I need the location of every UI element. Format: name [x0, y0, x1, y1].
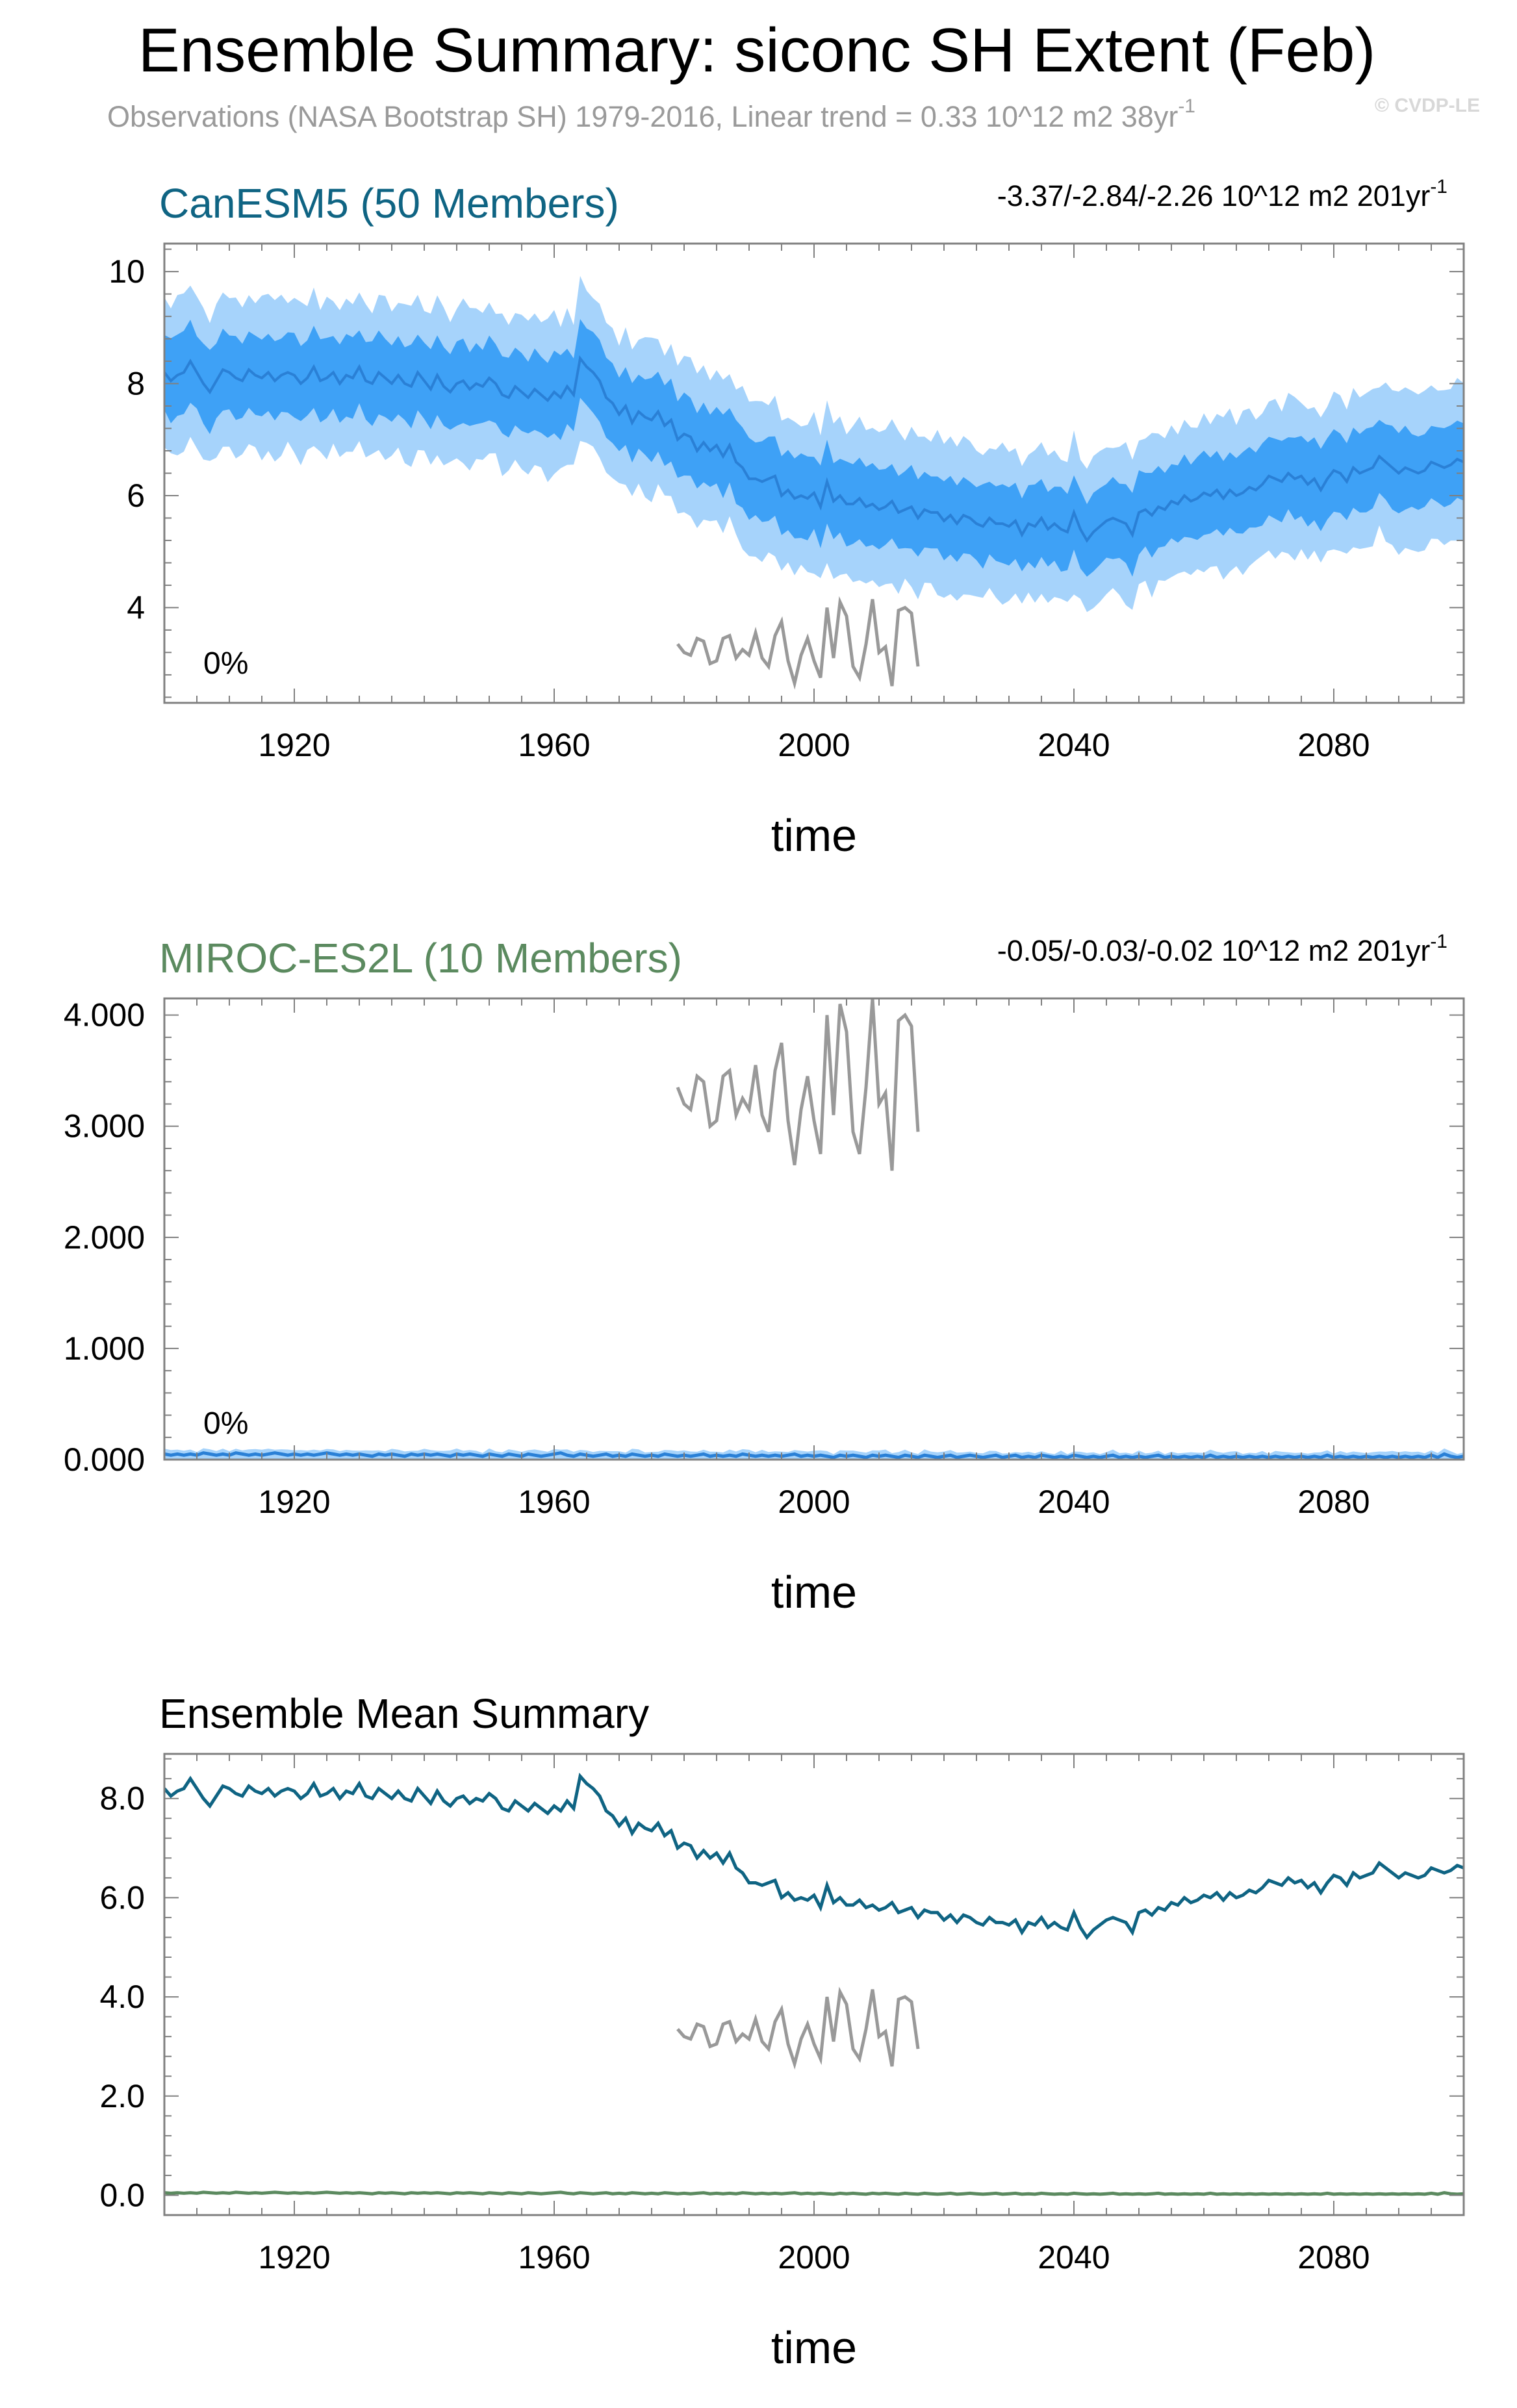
x-tick-label: 2040 — [1038, 2239, 1110, 2275]
x-tick-label: 2080 — [1297, 727, 1370, 763]
y-tick-label: 0.0 — [99, 2177, 145, 2213]
x-tick-label: 2000 — [778, 2239, 850, 2275]
x-axis-label: time — [771, 2322, 857, 2373]
y-tick-label: 3.000 — [64, 1108, 145, 1145]
y-tick-label: 0.000 — [64, 1441, 145, 1478]
y-tick-label: 6 — [127, 477, 145, 514]
x-tick-label: 2000 — [778, 1484, 850, 1520]
y-tick-label: 2.0 — [99, 2078, 145, 2114]
y-tick-label: 4.000 — [64, 997, 145, 1033]
observations-line — [676, 1986, 920, 2070]
plot-frame — [163, 1753, 1465, 2216]
y-tick-label: 4 — [127, 589, 145, 626]
y-tick-label: 8.0 — [99, 1781, 145, 1817]
x-tick-label: 2080 — [1297, 2239, 1370, 2275]
x-tick-label: 2000 — [778, 727, 850, 763]
y-tick-label: 1.000 — [64, 1330, 145, 1367]
x-axis-label: time — [771, 1567, 857, 1617]
canesm5-mean-line — [164, 1772, 1464, 1940]
trend-label: -3.37/-2.84/-2.26 10^12 m2 201yr-1 — [997, 176, 1447, 212]
panel-title: Ensemble Mean Summary — [159, 1690, 649, 1737]
trend-label: -0.05/-0.03/-0.02 10^12 m2 201yr-1 — [997, 931, 1447, 967]
x-tick-label: 2080 — [1297, 1484, 1370, 1520]
panel-ensemble-mean-summary: Ensemble Mean Summary 1920 1960 2000 2040 208… — [99, 1690, 1465, 2373]
y-tick-label: 10 — [108, 253, 145, 290]
plot-frame — [163, 997, 1465, 1461]
y-tick-label: 6.0 — [99, 1879, 145, 1916]
subtitle-text: Observations (NASA Bootstrap SH) 1979-20… — [107, 100, 1178, 133]
y-tick-label: 2.000 — [64, 1219, 145, 1256]
miroc-es2l-mean-line — [164, 2190, 1464, 2196]
panel-miroc-es2l: MIROC-ES2L (10 Members) -0.05/-0.03/-0.02… — [64, 931, 1465, 1617]
panel-canesm5: CanESM5 (50 Members) -3.37/-2.84/-2.26 10… — [108, 176, 1465, 861]
x-tick-label: 1960 — [518, 1484, 590, 1520]
x-tick-label: 1920 — [258, 727, 330, 763]
percent-label: 0% — [203, 646, 248, 681]
x-tick-label: 1920 — [258, 2239, 330, 2275]
y-tick-label: 8 — [127, 366, 145, 402]
panel-title: MIROC-ES2L (10 Members) — [159, 935, 682, 982]
x-tick-label: 2040 — [1038, 727, 1110, 763]
x-tick-label: 1960 — [518, 727, 590, 763]
watermark-text: © CVDP-LE — [1375, 95, 1480, 116]
y-tick-label: 4.0 — [99, 1979, 145, 2015]
percent-label: 0% — [203, 1406, 248, 1441]
x-axis-label: time — [771, 810, 857, 861]
observations-line — [676, 998, 920, 1171]
figure-title: Ensemble Summary: siconc SH Extent (Feb) — [138, 16, 1376, 85]
x-tick-label: 1920 — [258, 1484, 330, 1520]
panel-title: CanESM5 (50 Members) — [159, 180, 619, 227]
x-tick-label: 1960 — [518, 2239, 590, 2275]
subtitle-superscript: -1 — [1178, 95, 1195, 117]
x-tick-label: 2040 — [1038, 1484, 1110, 1520]
observations-line — [676, 596, 920, 690]
figure-subtitle: Observations (NASA Bootstrap SH) 1979-20… — [107, 95, 1195, 133]
ensemble-mean-line — [164, 355, 1464, 543]
